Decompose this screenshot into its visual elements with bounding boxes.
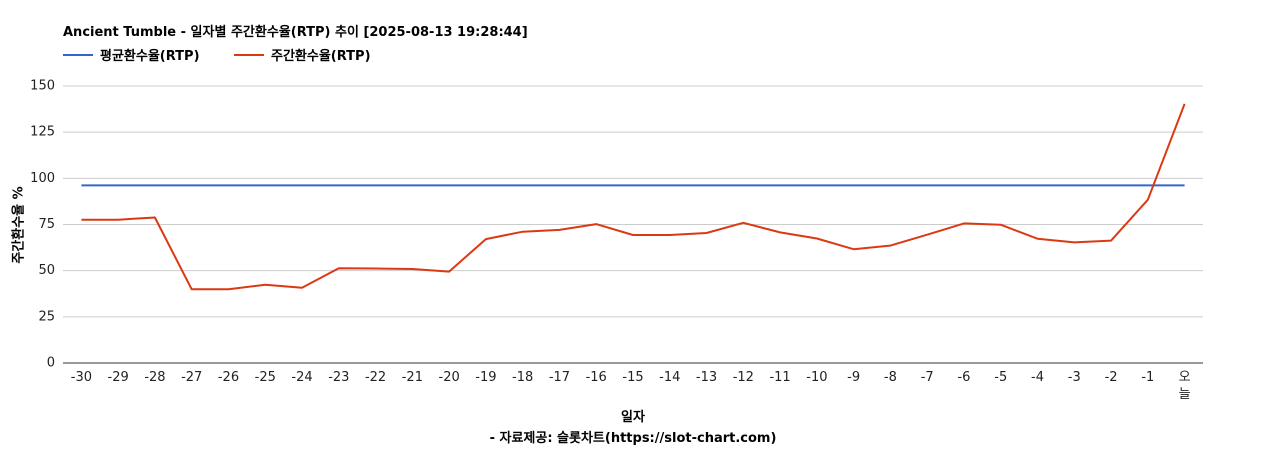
x-tick-label: -19 [475,370,496,385]
legend-item-1: 주간환수율(RTP) [234,48,371,64]
legend: 평균환수율(RTP) 주간환수율(RTP) [63,48,371,64]
y-tick-label: 125 [30,125,55,140]
x-tick-label: -15 [622,370,643,385]
y-tick-label: 0 [47,356,55,371]
gridlines [63,85,1203,364]
x-tick-label: -6 [957,370,970,385]
x-tick-label: -18 [512,370,533,385]
x-tick-label: -24 [291,370,312,385]
x-tick-label: -23 [328,370,349,385]
x-tick-label: -8 [884,370,897,385]
y-tick-label: 100 [30,171,55,186]
x-tick-label: -22 [365,370,386,385]
y-axis-ticks: 0 25 50 75 100 125 150 [30,79,55,371]
x-tick-label: -13 [696,370,717,385]
x-tick-label: -3 [1068,370,1081,385]
series-line-1 [81,103,1186,291]
legend-item-0: 평균환수율(RTP) [63,48,200,64]
legend-label: 평균환수율(RTP) [100,48,200,64]
x-tick-label: -26 [218,370,239,385]
x-axis-label: 일자 [621,410,645,425]
x-tick-label: -10 [806,370,827,385]
x-tick-label: -5 [994,370,1007,385]
x-axis-ticks: -30 -29 -28 -27 -26 -25 -24 -23 -22 -21 -20 -19 -18 -… [71,370,1191,402]
x-tick-label: -25 [255,370,276,385]
chart-title: Ancient Tumble - 일자별 주간환수율(RTP) 추이 [2025… [63,24,528,40]
series-lines [81,103,1186,291]
x-tick-label: -16 [586,370,607,385]
y-tick-label: 150 [30,79,55,94]
x-tick-label: -30 [71,370,92,385]
source-note: - 자료제공: 슬롯차트(https://slot-chart.com) [490,430,777,446]
x-tick-label: -1 [1141,370,1154,385]
x-tick-label: -12 [733,370,754,385]
x-tick-label: -2 [1105,370,1118,385]
y-tick-label: 50 [38,263,55,278]
y-axis-label: 주간환수율 % [11,186,27,263]
y-tick-label: 75 [38,217,55,232]
x-tick-label: -4 [1031,370,1044,385]
x-tick-label: -14 [659,370,680,385]
x-tick-label: -21 [402,370,423,385]
x-tick-label: -29 [108,370,129,385]
x-tick-label: -28 [144,370,165,385]
x-tick-label: -11 [769,370,790,385]
x-tick-label: -20 [439,370,460,385]
legend-label: 주간환수율(RTP) [271,48,371,64]
y-tick-label: 25 [38,309,55,324]
x-tick-label: -17 [549,370,570,385]
x-tick-label: -27 [181,370,202,385]
x-tick-label: -7 [921,370,934,385]
x-tick-label: -9 [847,370,860,385]
